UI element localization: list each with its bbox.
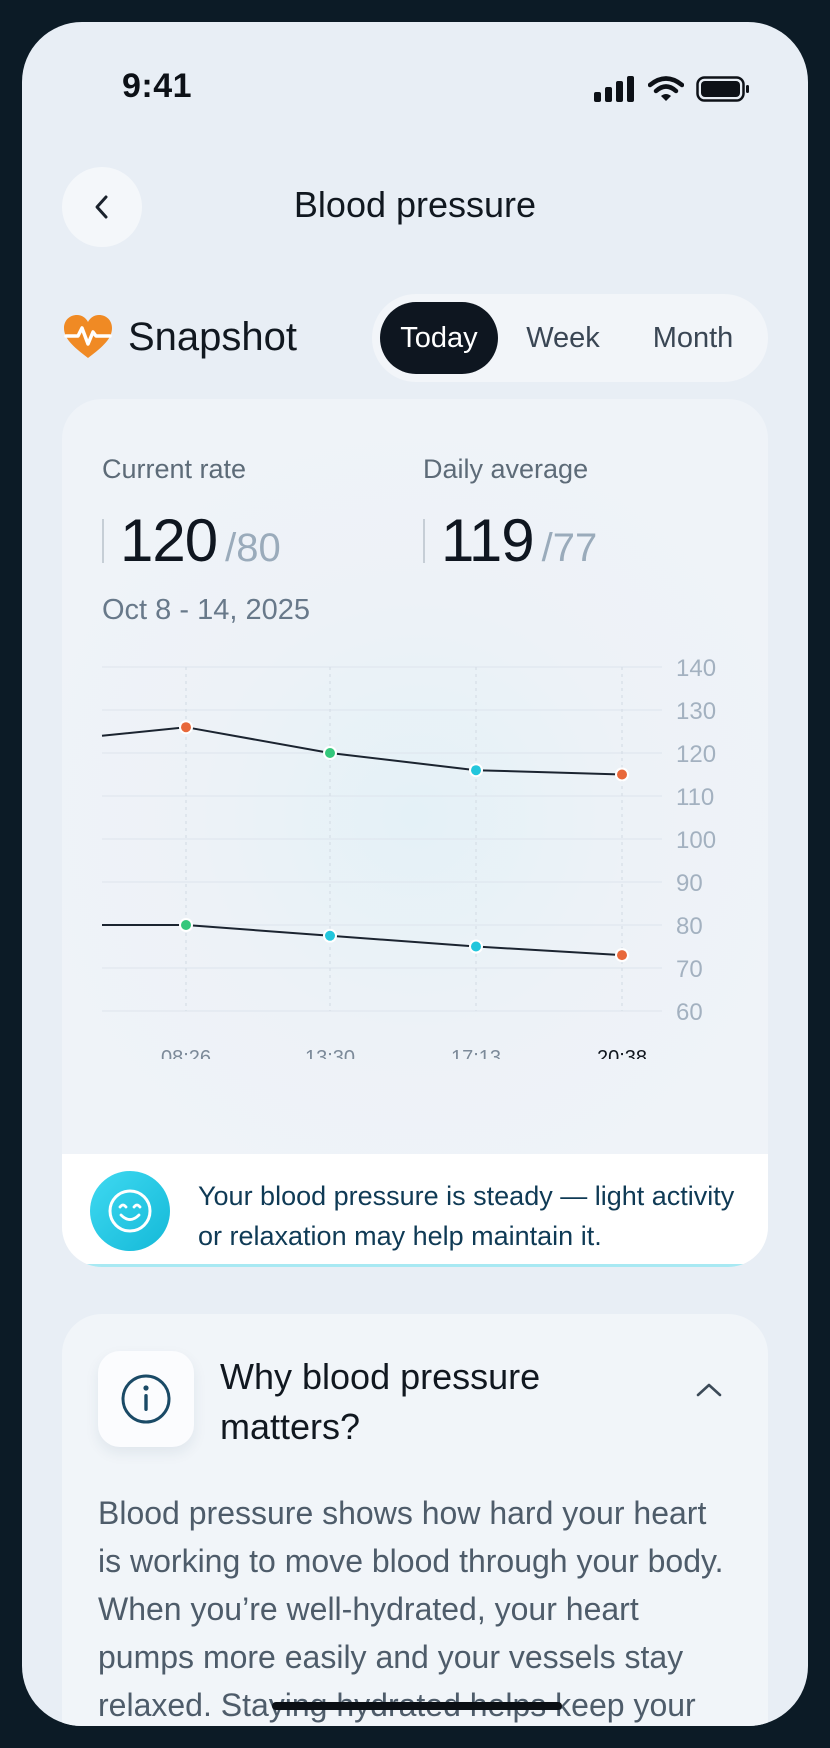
tab-month[interactable]: Month xyxy=(652,321,734,354)
x-tick-label: 17:13 xyxy=(451,1047,501,1059)
series-line xyxy=(101,726,623,776)
snapshot-title: Snapshot xyxy=(128,314,298,359)
x-tick-label: 13:30 xyxy=(305,1047,355,1059)
y-tick-label: 120 xyxy=(676,741,716,768)
period-selector: Today Week Month xyxy=(372,294,768,382)
y-tick-label: 60 xyxy=(676,999,703,1026)
status-bar: 9:41 xyxy=(22,22,808,152)
current-rate-label: Current rate xyxy=(102,454,247,484)
insight-banner: Your blood pressure is steady — light ac… xyxy=(62,1154,768,1267)
wifi-icon xyxy=(648,76,684,101)
current-rate-value: 120 /80 xyxy=(102,506,281,575)
info-card[interactable]: Why blood pressure matters? Blood pressu… xyxy=(62,1314,768,1726)
data-point xyxy=(617,950,627,961)
data-point xyxy=(181,920,191,930)
average-diastolic: /77 xyxy=(541,526,598,570)
y-tick-label: 90 xyxy=(676,870,703,897)
data-point xyxy=(471,941,481,952)
info-icon xyxy=(98,1351,194,1447)
data-point xyxy=(181,722,191,733)
insight-text: Your blood pressure is steady — light ac… xyxy=(198,1181,735,1251)
y-tick-label: 80 xyxy=(676,913,703,940)
data-point xyxy=(617,769,627,780)
chevron-left-icon xyxy=(95,195,108,219)
current-systolic: 120 xyxy=(120,507,218,574)
chevron-up-icon[interactable] xyxy=(694,1380,724,1400)
snapshot-header: Snapshot xyxy=(62,314,297,360)
series-line xyxy=(102,924,623,957)
page-title: Blood pressure xyxy=(293,184,537,225)
data-point xyxy=(471,765,481,776)
date-range: Oct 8 - 14, 2025 xyxy=(102,594,310,626)
status-icons xyxy=(594,76,750,102)
heart-pulse-icon xyxy=(64,315,112,358)
smile-icon xyxy=(90,1171,170,1251)
info-title: Why blood pressure matters? xyxy=(220,1356,541,1447)
back-button[interactable] xyxy=(62,167,142,247)
average-systolic: 119 xyxy=(441,507,535,574)
data-point xyxy=(325,748,335,758)
y-tick-label: 110 xyxy=(676,784,714,811)
divider xyxy=(102,518,104,563)
y-tick-label: 140 xyxy=(676,655,716,682)
status-time: 9:41 xyxy=(122,67,193,105)
phone-screen: 9:41 Blood pressure xyxy=(22,22,808,1726)
x-tick-label: 08:26 xyxy=(161,1047,211,1059)
daily-average-value: 119 /77 xyxy=(423,506,597,575)
tab-week[interactable]: Week xyxy=(526,321,600,354)
daily-average-label: Daily average xyxy=(423,454,589,484)
blood-pressure-chart: 140 130 120 110 100 90 80 70 60 08:26 13:30 17:13 20… xyxy=(101,655,716,1059)
y-tick-label: 70 xyxy=(676,956,703,983)
data-point xyxy=(325,930,335,941)
signal-icon xyxy=(594,76,634,102)
home-indicator xyxy=(272,1702,562,1710)
snapshot-card: Current rate 120 /80 Daily average 119 /… xyxy=(62,399,768,1267)
y-tick-label: 100 xyxy=(676,827,716,854)
battery-icon xyxy=(696,76,749,102)
tab-today[interactable]: Today xyxy=(380,302,498,374)
divider xyxy=(423,518,425,563)
info-body: Blood pressure shows how hard your heart… xyxy=(98,1495,724,1723)
current-diastolic: /80 xyxy=(225,526,281,570)
x-tick-label: 20:38 xyxy=(597,1047,647,1059)
y-tick-label: 130 xyxy=(676,698,716,725)
